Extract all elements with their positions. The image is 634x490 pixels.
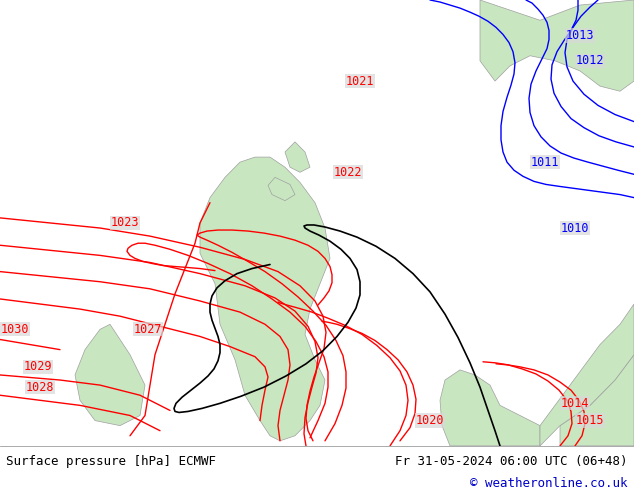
Text: 1027: 1027 [134,323,162,336]
Text: 1012: 1012 [576,54,604,67]
Text: 1021: 1021 [346,74,374,88]
Text: 1011: 1011 [531,156,559,169]
Polygon shape [285,142,310,172]
Text: 1014: 1014 [560,397,589,410]
Text: 1030: 1030 [1,323,29,336]
Text: 1022: 1022 [333,166,362,179]
Text: 1028: 1028 [26,381,55,393]
Text: 1015: 1015 [576,414,604,427]
Polygon shape [540,304,634,446]
Text: Fr 31-05-2024 06:00 UTC (06+48): Fr 31-05-2024 06:00 UTC (06+48) [395,455,628,468]
Text: 1013: 1013 [566,29,594,42]
Text: 1020: 1020 [416,414,444,427]
Text: 1023: 1023 [111,217,139,229]
Text: 1029: 1029 [23,360,52,373]
Polygon shape [75,324,145,426]
Polygon shape [480,0,634,91]
Text: Surface pressure [hPa] ECMWF: Surface pressure [hPa] ECMWF [6,455,216,468]
Polygon shape [560,355,634,446]
Polygon shape [200,157,330,441]
Text: 1010: 1010 [560,221,589,235]
Text: © weatheronline.co.uk: © weatheronline.co.uk [470,477,628,490]
Polygon shape [440,370,540,446]
Polygon shape [268,177,295,201]
